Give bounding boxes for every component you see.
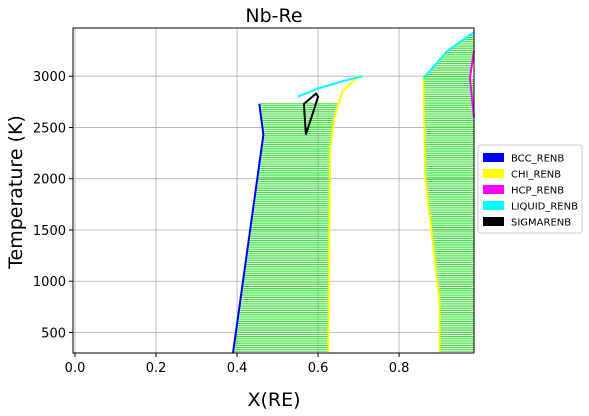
- legend-swatch: [483, 217, 504, 226]
- x-tick-label: 0.8: [389, 361, 410, 376]
- legend-swatch: [483, 169, 504, 178]
- series-line-hcp-renb: [468, 50, 475, 118]
- x-tick-label: 0.2: [146, 361, 167, 376]
- legend-frame: [477, 144, 583, 234]
- x-axis-ticks: 0.0 0.2 0.4 0.6 0.8: [65, 353, 410, 376]
- legend-label: LIQUID_RENB: [511, 202, 578, 213]
- y-tick-label: 2000: [33, 173, 66, 188]
- y-tick-label: 500: [41, 326, 66, 341]
- legend-swatch: [483, 153, 504, 162]
- series-line-liquid-renb: [422, 31, 475, 79]
- x-axis-title: X(RE): [247, 389, 300, 411]
- legend-label: SIGMARENB: [511, 218, 571, 229]
- series-line-liquid-renb: [297, 75, 363, 98]
- series-line-chi-renb: [327, 75, 360, 354]
- y-axis-title: Temperature (K): [5, 115, 27, 270]
- x-tick-label: 0.4: [227, 361, 248, 376]
- series-lines: [232, 31, 475, 354]
- series-line-bcc-renb: [232, 103, 265, 354]
- y-tick-label: 2500: [33, 121, 66, 136]
- y-axis-ticks: 500 1000 1500 2000 2500 3000: [33, 70, 73, 341]
- tie-lines: [232, 33, 474, 354]
- x-tick-label: 0.6: [308, 361, 329, 376]
- plot-frame: [72, 27, 475, 354]
- legend-label: BCC_RENB: [511, 154, 564, 165]
- legend-label: CHI_RENB: [511, 170, 561, 181]
- chart-title: Nb-Re: [245, 5, 302, 27]
- y-tick-label: 3000: [33, 70, 66, 85]
- legend-label: HCP_RENB: [511, 186, 564, 197]
- legend: BCC_RENB CHI_RENB HCP_RENB LIQUID_RENB SIGMA…: [477, 144, 583, 234]
- legend-swatch: [483, 201, 504, 210]
- y-tick-label: 1000: [33, 275, 66, 290]
- x-tick-label: 0.0: [65, 361, 86, 376]
- y-tick-label: 1500: [33, 224, 66, 239]
- legend-swatch: [483, 185, 504, 194]
- series-line-sigmarenb: [302, 92, 320, 135]
- series-line-chi-renb: [422, 78, 441, 353]
